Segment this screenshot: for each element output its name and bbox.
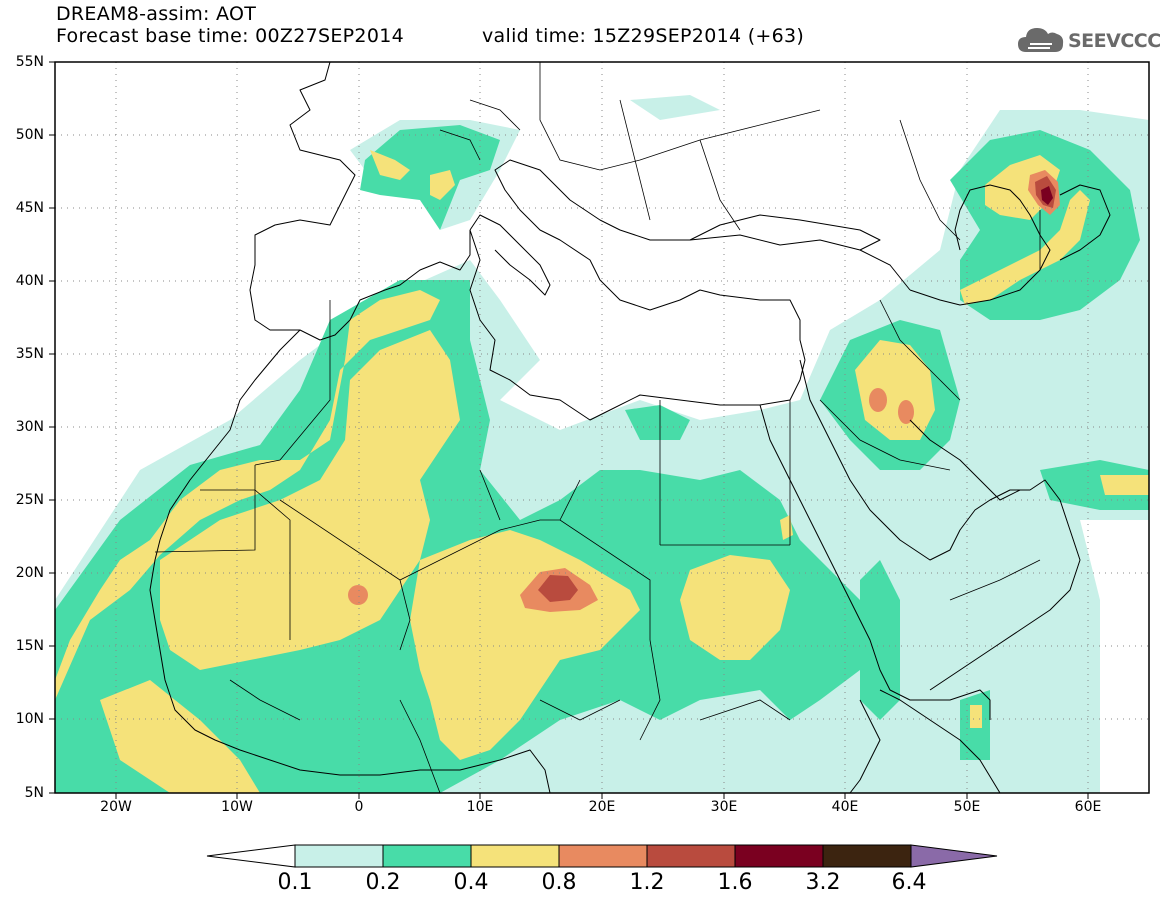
lon-label: 50E bbox=[953, 799, 981, 815]
lat-label: 30N bbox=[15, 419, 44, 435]
lon-label: 60E bbox=[1074, 799, 1102, 815]
legend-label: 1.2 bbox=[629, 870, 665, 895]
legend-label: 0.8 bbox=[541, 870, 577, 895]
lon-label: 0 bbox=[354, 799, 364, 815]
country-borders bbox=[154, 62, 1041, 793]
lat-label: 35N bbox=[15, 346, 44, 362]
lat-label: 40N bbox=[15, 273, 44, 289]
legend-label: 0.1 bbox=[277, 870, 313, 895]
legend-label: 0.2 bbox=[365, 870, 401, 895]
logo-text: SEEVCCC bbox=[1068, 30, 1161, 52]
lat-label: 5N bbox=[24, 785, 44, 801]
legend-label: 1.6 bbox=[717, 870, 753, 895]
lon-label: 20W bbox=[100, 799, 132, 815]
lon-label: 10E bbox=[466, 799, 494, 815]
lat-label: 50N bbox=[15, 127, 44, 143]
axis-ticks bbox=[49, 61, 1089, 799]
aot-level-1.6 bbox=[1041, 186, 1053, 205]
legend-label: 0.4 bbox=[453, 870, 489, 895]
legend-label: 3.2 bbox=[805, 870, 841, 895]
legend-label: 6.4 bbox=[891, 870, 927, 895]
lat-label: 45N bbox=[15, 200, 44, 216]
cloud-icon bbox=[1018, 28, 1064, 52]
lon-label: 10W bbox=[221, 799, 253, 815]
lon-label: 30E bbox=[710, 799, 738, 815]
lat-label: 55N bbox=[15, 54, 44, 70]
lon-label: 20E bbox=[588, 799, 616, 815]
seevccc-logo: SEEVCCC bbox=[1016, 22, 1161, 56]
lon-label: 40E bbox=[831, 799, 859, 815]
chart-title: DREAM8-assim: AOT bbox=[56, 3, 257, 25]
lat-label: 15N bbox=[15, 638, 44, 654]
valid-time: valid time: 15Z29SEP2014 (+63) bbox=[482, 25, 805, 47]
forecast-base-time: Forecast base time: 00Z27SEP2014 bbox=[56, 25, 404, 47]
graticule bbox=[55, 62, 1149, 793]
coastlines bbox=[149, 62, 1111, 793]
lat-label: 10N bbox=[15, 711, 44, 727]
lat-label: 25N bbox=[15, 492, 44, 508]
lat-label: 20N bbox=[15, 565, 44, 581]
